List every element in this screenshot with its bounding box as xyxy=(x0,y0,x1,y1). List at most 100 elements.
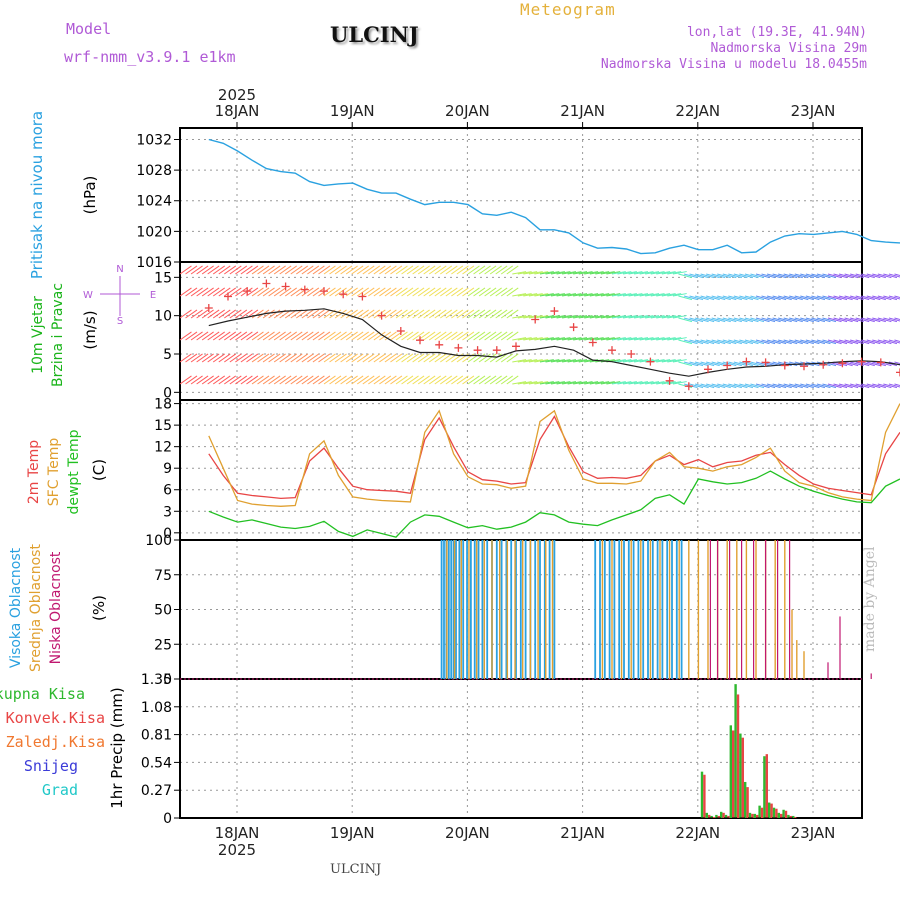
wind-gust-marker xyxy=(742,357,751,366)
wind-barb xyxy=(700,295,715,301)
wind-barb xyxy=(224,375,237,385)
wind-barb xyxy=(744,361,759,367)
wind-barb xyxy=(833,273,848,279)
wind-barb xyxy=(827,383,842,389)
wind-gust-marker xyxy=(454,343,463,352)
wind-barb xyxy=(495,287,508,297)
wind-barb xyxy=(783,317,798,323)
wind-barb xyxy=(384,265,397,275)
wind-barb xyxy=(201,353,214,363)
wind-barb xyxy=(816,383,831,389)
wind-barb xyxy=(584,337,599,341)
wind-barb xyxy=(789,317,803,323)
wind-barb xyxy=(850,317,864,323)
wind-barb xyxy=(262,287,275,297)
wind-barb xyxy=(805,317,820,323)
wind-barb xyxy=(329,353,342,363)
wind-barb xyxy=(451,265,464,275)
wind-barb xyxy=(368,353,381,363)
wind-barb xyxy=(523,359,538,363)
wind-barb xyxy=(722,273,737,279)
wind-barb xyxy=(384,331,397,341)
wind-barb xyxy=(567,359,582,363)
wind-barb xyxy=(622,337,637,341)
compass-n-label: N xyxy=(116,264,123,275)
wind-barb xyxy=(794,383,809,389)
wind-barb xyxy=(822,295,837,301)
wind-barb xyxy=(229,331,242,341)
wind-barb xyxy=(523,337,538,341)
wind-barb xyxy=(334,331,347,341)
temp-axis-label-2: dewpt Temp xyxy=(66,429,82,514)
wind-barb xyxy=(722,383,737,389)
cloud-unit-label: (%) xyxy=(90,595,108,621)
compass-s-label: S xyxy=(117,316,123,327)
wind-barb xyxy=(218,309,231,319)
wind-barb xyxy=(340,331,353,341)
wind-barb xyxy=(634,271,649,275)
wind-barb xyxy=(229,265,242,275)
wind-gust-marker xyxy=(665,376,674,385)
wind-barb xyxy=(733,361,748,367)
wind-barb xyxy=(550,293,565,297)
wind-barb xyxy=(224,331,237,341)
wind-barb xyxy=(678,317,693,323)
wind-barb xyxy=(578,315,593,319)
wind-barb xyxy=(478,287,491,297)
wind-barb xyxy=(534,293,549,297)
wind-barb xyxy=(500,331,513,341)
wind-barb xyxy=(218,287,231,297)
wind-barb xyxy=(650,293,665,297)
wind-barb xyxy=(800,383,814,389)
panel-frame-temperature xyxy=(179,399,863,541)
wind-barb xyxy=(883,339,898,345)
cloud-axis-label-1: Srednja Oblacnost xyxy=(28,544,44,672)
wind-barb xyxy=(683,317,698,323)
wind-barb xyxy=(606,381,621,385)
wind-barb xyxy=(500,375,513,385)
wind-barb xyxy=(235,309,248,319)
wind-barb xyxy=(578,337,593,341)
wind-barb xyxy=(573,293,588,297)
wind-barb xyxy=(185,375,198,385)
wind-barb xyxy=(500,309,513,319)
wind-barb xyxy=(861,295,875,301)
wind-barb xyxy=(440,287,453,297)
wind-gust-marker xyxy=(339,290,348,299)
wind-barb xyxy=(462,309,475,319)
wind-barb xyxy=(401,287,414,297)
wind-barb xyxy=(268,375,281,385)
wind-barb xyxy=(728,273,742,279)
wind-barb xyxy=(861,317,875,323)
wind-gust-marker xyxy=(396,327,405,335)
wind-gust-marker xyxy=(300,285,309,294)
wind-barb xyxy=(395,309,408,319)
wind-barb xyxy=(451,331,464,341)
wind-barb xyxy=(556,293,571,297)
wind-barb xyxy=(467,309,480,319)
wind-barb xyxy=(883,383,898,389)
wind-barb xyxy=(717,273,731,279)
wind-barb xyxy=(556,359,571,363)
wind-barb xyxy=(833,383,848,389)
precip-total-bar xyxy=(772,807,776,818)
wind-barb xyxy=(539,271,554,275)
wind-barb xyxy=(345,309,358,319)
wind-barb xyxy=(229,309,242,319)
wind-barb xyxy=(451,309,464,319)
wind-gust-marker xyxy=(608,346,616,355)
wind-barb xyxy=(783,273,798,279)
wind-barb xyxy=(805,273,820,279)
wind-barb xyxy=(700,339,715,345)
wind-barb xyxy=(783,339,798,345)
wind-barb xyxy=(617,337,632,341)
wind-barb xyxy=(783,295,798,301)
wind-barb xyxy=(600,381,615,385)
wind-barb xyxy=(440,265,453,275)
wind-barb xyxy=(406,287,419,297)
precip-convective-bar xyxy=(780,813,783,818)
wind-barb xyxy=(412,375,425,385)
temp-axis-label-1: SFC Temp xyxy=(46,438,62,507)
wind-barb xyxy=(434,287,447,297)
wind-barb xyxy=(395,265,408,275)
